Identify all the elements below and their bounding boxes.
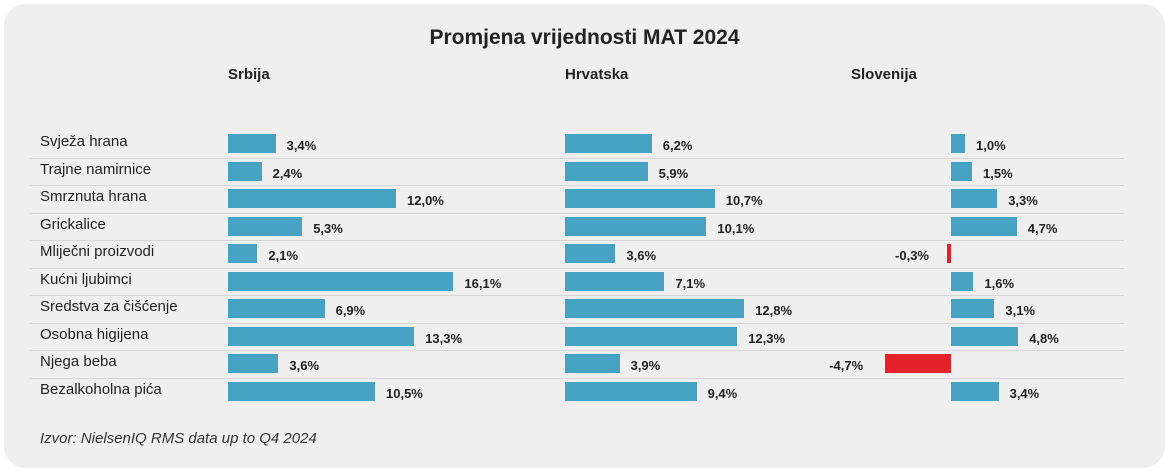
bar-1-2 [565, 189, 715, 208]
category-label: Sredstva za čišćenje [40, 298, 178, 315]
data-label-1-1: 5,9% [658, 165, 689, 181]
bar-0-3 [228, 216, 303, 236]
chart-title: Promjena vrijednosti MAT 2024 [429, 26, 740, 49]
bar-1-1 [565, 161, 648, 181]
data-label-0-1: 2,4% [272, 165, 303, 181]
bar-0-5 [228, 271, 454, 291]
data-label-2-3: 4,7% [1027, 220, 1058, 236]
data-label-2-8: -4,7% [829, 358, 864, 373]
row-separator [30, 185, 1124, 186]
data-label-0-2: 12,0% [407, 193, 444, 208]
bar-0-9 [228, 381, 375, 401]
data-label-2-9: 3,4% [1009, 385, 1040, 401]
bar-2-0 [951, 134, 965, 153]
series-heading-1: Hrvatska [565, 66, 629, 83]
series-heading-2: Slovenija [851, 66, 917, 83]
data-label-1-7: 12,3% [748, 330, 786, 346]
bar-0-6 [228, 299, 325, 318]
data-label-1-3: 10,1% [717, 220, 755, 236]
row-separator [30, 267, 1124, 269]
series-heading-0: Srbija [228, 66, 270, 83]
row-separator [30, 295, 1124, 296]
source-note: Izvor: NielsenIQ RMS data up to Q4 2024 [40, 430, 317, 447]
data-label-2-5: 1,6% [984, 275, 1015, 291]
data-label-2-7: 4,8% [1029, 330, 1059, 346]
data-label-1-0: 6,2% [662, 138, 693, 153]
data-label-1-5: 7,1% [675, 275, 706, 291]
bar-1-3 [565, 216, 707, 236]
row-separator [30, 377, 1124, 379]
data-label-1-8: 3,9% [630, 358, 661, 373]
category-label: Njega beba [40, 353, 117, 370]
data-label-2-4: -0,3% [895, 248, 929, 263]
bar-0-8 [228, 354, 279, 373]
bar-2-7 [951, 326, 1019, 346]
data-label-2-6: 3,1% [1005, 303, 1036, 318]
bar-2-4 [946, 244, 951, 263]
data-label-0-0: 3,4% [286, 138, 317, 153]
data-label-0-8: 3,6% [289, 358, 320, 373]
bar-0-0 [228, 134, 276, 153]
row-separator [30, 157, 1124, 159]
bar-2-2 [951, 189, 998, 208]
category-label: Bezalkoholna pića [40, 380, 162, 398]
data-label-0-7: 13,3% [425, 330, 463, 346]
data-label-0-6: 6,9% [335, 303, 366, 318]
category-label: Grickalice [40, 215, 106, 233]
bar-1-7 [565, 326, 738, 346]
data-label-0-5: 16,1% [464, 275, 502, 291]
bar-2-3 [951, 216, 1017, 236]
data-label-1-2: 10,7% [725, 193, 763, 208]
bar-1-4 [565, 244, 616, 263]
data-label-2-2: 3,3% [1008, 193, 1038, 208]
data-label-2-0: 1,0% [976, 138, 1006, 153]
bar-0-2 [228, 189, 396, 208]
data-label-0-3: 5,3% [313, 220, 343, 236]
bar-1-9 [565, 381, 697, 401]
bar-1-8 [565, 354, 620, 373]
bar-1-5 [565, 271, 665, 291]
bar-0-4 [228, 244, 258, 263]
row-separator [30, 322, 1124, 324]
bar-2-1 [951, 161, 972, 181]
category-label: Mliječni proizvodi [40, 243, 155, 260]
category-label: Kućni ljubimci [40, 270, 132, 288]
data-label-0-4: 2,1% [268, 248, 299, 263]
bar-2-6 [951, 299, 995, 318]
row-separator [30, 350, 1124, 351]
category-label: Svježa hrana [40, 133, 128, 150]
bar-2-9 [951, 381, 999, 401]
row-separator [30, 212, 1124, 214]
data-label-0-9: 10,5% [386, 385, 423, 401]
bar-1-6 [565, 299, 745, 318]
category-label: Smrznuta hrana [40, 188, 147, 205]
data-label-1-4: 3,6% [626, 248, 657, 263]
bar-1-0 [565, 134, 652, 153]
data-label-1-6: 12,8% [755, 303, 793, 318]
category-label: Trajne namirnice [40, 160, 152, 178]
bar-2-8 [885, 354, 951, 373]
bar-0-7 [228, 326, 415, 346]
row-separator [30, 240, 1124, 241]
category-label: Osobna higijena [40, 325, 149, 343]
data-label-1-9: 9,4% [707, 385, 738, 401]
bar-2-5 [951, 271, 974, 291]
data-label-2-1: 1,5% [983, 165, 1013, 181]
bar-0-1 [228, 161, 262, 181]
